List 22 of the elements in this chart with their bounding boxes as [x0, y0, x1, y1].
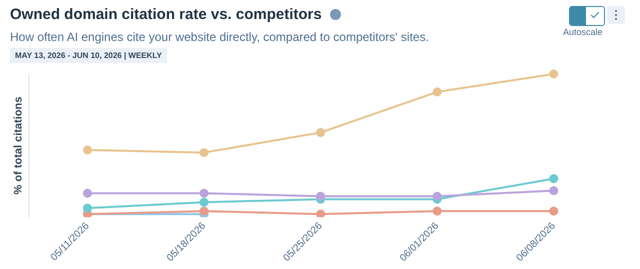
- point: [549, 174, 558, 184]
- point: [316, 128, 326, 138]
- point: [200, 206, 209, 216]
- point: [549, 206, 558, 216]
- text: Autoscale: [563, 27, 603, 37]
- y-axis-title: % of total citations: [12, 96, 25, 194]
- point: [316, 192, 326, 201]
- point: [549, 70, 558, 78]
- point: [432, 87, 442, 96]
- point: [82, 188, 92, 198]
- point: [200, 198, 209, 207]
- text: MAY 13, 2026 - JUN 10, 2026 | WEEKLY: [10, 48, 167, 63]
- point: [432, 192, 442, 201]
- point: [200, 148, 209, 158]
- chart-title: Owned domain citation rate vs. competitors: [10, 6, 322, 23]
- point: [82, 204, 92, 213]
- point: [549, 186, 558, 196]
- point: [316, 210, 326, 218]
- point: [200, 188, 209, 198]
- chart-subtitle: How often AI engines cite your website directly, compared to competitors' sites.: [10, 30, 429, 44]
- point: [82, 146, 92, 154]
- point: [432, 206, 442, 216]
